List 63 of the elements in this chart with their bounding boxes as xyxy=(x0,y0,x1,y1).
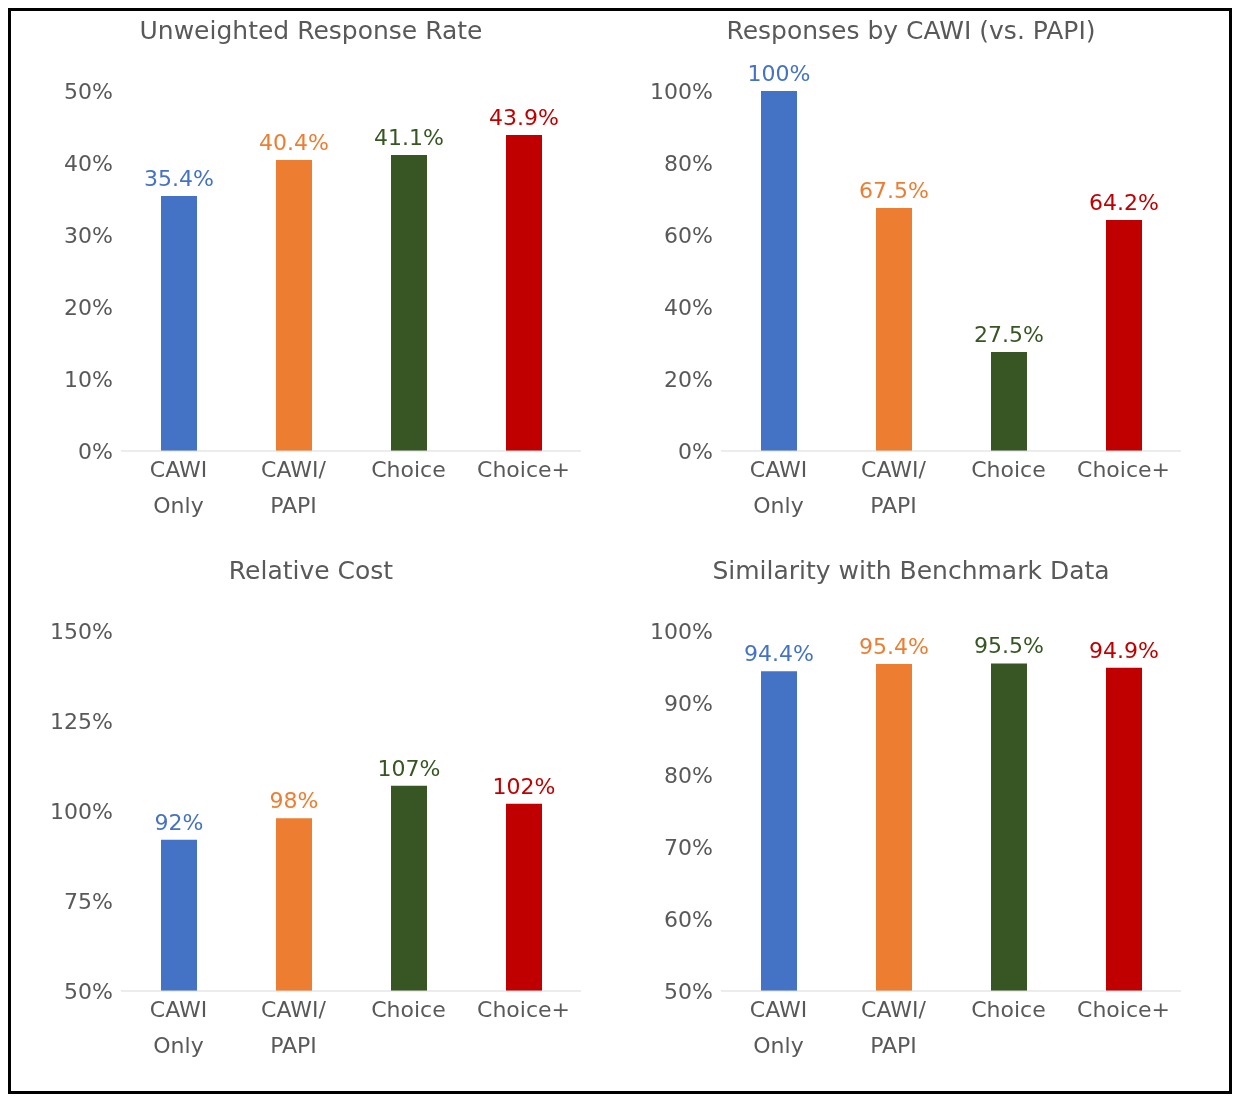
y-tick-label: 0% xyxy=(678,438,713,464)
x-tick-label: CAWI Only xyxy=(149,997,208,1058)
data-label: 95.5% xyxy=(974,633,1044,659)
data-label: 41.1% xyxy=(374,125,444,151)
x-tick-label: CAWI/PAPI xyxy=(861,997,927,1058)
x-tick-label: Choice+ xyxy=(477,997,570,1022)
data-label: 64.2% xyxy=(1089,189,1159,215)
data-label: 94.4% xyxy=(744,641,814,667)
y-tick-label: 10% xyxy=(64,366,113,392)
y-tick-label: 70% xyxy=(664,834,713,860)
y-tick-label: 30% xyxy=(64,222,113,248)
bar xyxy=(761,91,797,451)
y-tick-label: 100% xyxy=(50,798,113,824)
bar xyxy=(1106,219,1142,451)
y-tick-label: 100% xyxy=(650,618,713,644)
y-tick-label: 100% xyxy=(650,78,713,104)
bar xyxy=(991,352,1027,451)
data-label: 27.5% xyxy=(974,322,1044,347)
data-label: 92% xyxy=(154,809,204,835)
y-tick-label: 75% xyxy=(64,888,113,914)
data-label: 100% xyxy=(747,61,811,86)
data-label: 67.5% xyxy=(859,178,929,203)
data-label: 94.9% xyxy=(1089,637,1159,663)
bar xyxy=(876,208,912,451)
y-tick-label: 80% xyxy=(664,762,713,788)
data-label: 95.4% xyxy=(859,634,929,660)
y-tick-label: 40% xyxy=(664,294,713,320)
chart-title: Responses by CAWI (vs. PAPI) xyxy=(725,15,1097,47)
y-tick-label: 150% xyxy=(50,618,113,644)
y-tick-label: 50% xyxy=(664,978,713,1004)
y-tick-label: 125% xyxy=(50,708,113,734)
y-tick-label: 0% xyxy=(78,438,113,464)
y-tick-label: 40% xyxy=(64,150,113,176)
x-tick-label: Choice+ xyxy=(1077,997,1170,1022)
x-tick-label: Choice+ xyxy=(477,457,570,482)
data-label: 107% xyxy=(377,755,441,781)
x-tick-label: Choice+ xyxy=(1077,457,1170,482)
chart-title: Unweighted Response Rate xyxy=(138,15,484,47)
y-tick-label: 50% xyxy=(64,978,113,1004)
y-tick-label: 60% xyxy=(664,906,713,932)
x-tick-label: Choice xyxy=(371,997,446,1022)
y-tick-label: 20% xyxy=(664,366,713,392)
y-tick-label: 80% xyxy=(664,150,713,176)
x-tick-label: CAWI/PAPI xyxy=(261,997,327,1058)
data-label: 98% xyxy=(269,788,319,814)
y-tick-label: 90% xyxy=(664,690,713,716)
y-tick-label: 60% xyxy=(664,222,713,248)
x-tick-label: CAWI Only xyxy=(749,997,808,1058)
chart-title: Similarity with Benchmark Data xyxy=(711,555,1111,587)
data-label: 40.4% xyxy=(259,130,329,156)
chart-title: Relative Cost xyxy=(227,555,395,587)
y-tick-label: 50% xyxy=(64,78,113,104)
x-tick-label: Choice xyxy=(971,457,1046,482)
data-label: 43.9% xyxy=(489,104,559,130)
x-tick-label: CAWI/PAPI xyxy=(861,457,927,518)
x-tick-label: CAWI Only xyxy=(749,457,808,518)
data-label: 35.4% xyxy=(144,166,214,192)
x-tick-label: Choice xyxy=(371,457,446,482)
x-tick-label: CAWI Only xyxy=(149,457,208,518)
x-tick-label: Choice xyxy=(971,997,1046,1022)
y-tick-label: 20% xyxy=(64,294,113,320)
data-label: 102% xyxy=(492,773,556,799)
x-tick-label: CAWI/PAPI xyxy=(261,457,327,518)
